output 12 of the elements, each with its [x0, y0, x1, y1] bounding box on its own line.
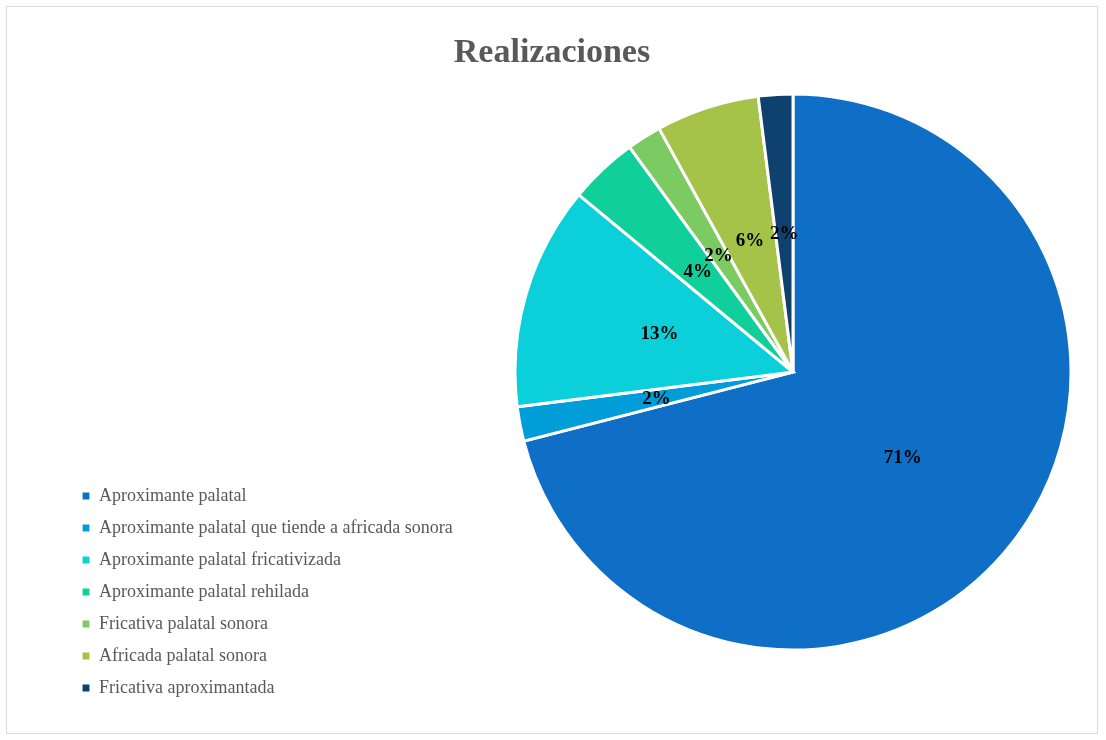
legend-label: Africada palatal sonora: [99, 645, 267, 665]
legend-label: Aproximante palatal fricativizada: [99, 549, 341, 569]
data-label: 71%: [883, 446, 922, 468]
data-label: 2%: [642, 387, 671, 409]
data-label: 6%: [735, 228, 765, 250]
legend-label: Aproximante palatal: [99, 485, 247, 505]
data-label: 13%: [640, 322, 679, 344]
legend-label: Aproximante palatal rehilada: [99, 581, 309, 601]
chart-title: Realizaciones: [453, 32, 651, 69]
legend-label: Fricativa palatal sonora: [99, 613, 268, 633]
legend-label: Fricativa aproximantada: [99, 677, 275, 697]
legend-label: Aproximante palatal que tiende a africada sonora: [99, 517, 453, 537]
